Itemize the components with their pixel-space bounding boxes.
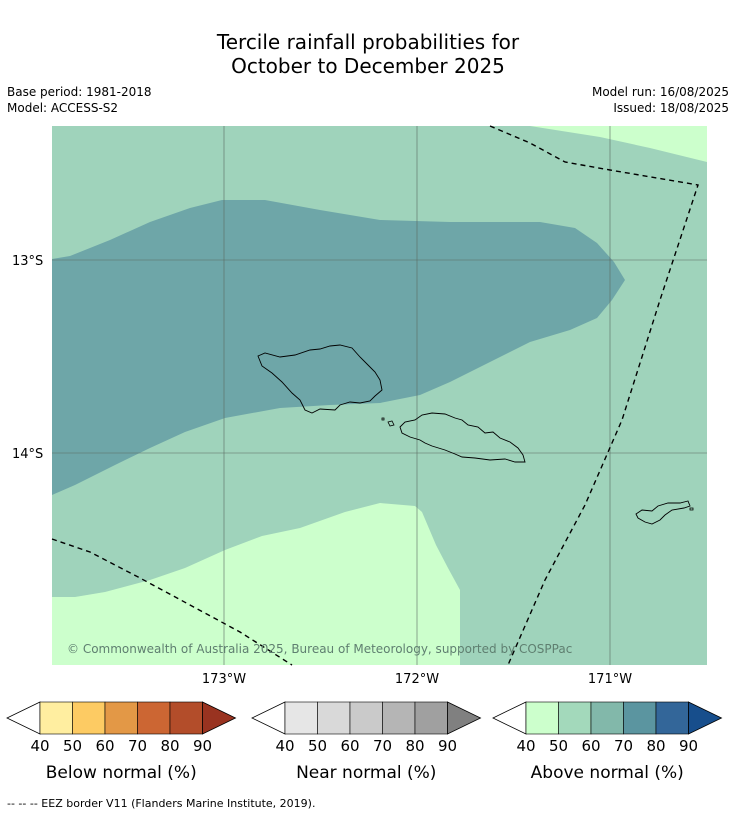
colorbar-swatch (525, 701, 559, 735)
title-line-2: October to December 2025 (231, 54, 505, 78)
region-above-40-50-south (52, 503, 460, 665)
meta-right: Model run: 16/08/2025 Issued: 18/08/2025 (592, 84, 729, 116)
colorbar-tick-label: 90 (679, 737, 698, 755)
colorbar-title: Above normal (%) (531, 763, 684, 783)
colorbar-swatch (655, 701, 689, 735)
island-savaii (257, 344, 383, 414)
colorbar-tick-label: 40 (275, 737, 294, 755)
colorbar-0: 40 50 60 70 80 90 Below normal (%) (6, 701, 237, 783)
colorbar-tick-label: 70 (614, 737, 633, 755)
colorbar-swatch (39, 701, 73, 735)
island-tutuila (635, 500, 691, 525)
colorbar-extend-high (688, 701, 723, 735)
colorbar-tick-label: 50 (308, 737, 327, 755)
colorbar-2: 40 50 60 70 80 90 Above normal (%) (492, 701, 723, 783)
island-upolu (399, 412, 526, 463)
colorbar-swatch (137, 701, 171, 735)
colorbar-swatch (558, 701, 592, 735)
colorbar-swatch (590, 701, 624, 735)
colorbar-tick-label: 50 (63, 737, 82, 755)
lon-label-172w: 172°W (395, 672, 439, 687)
island-small-apolima (387, 420, 395, 427)
colorbar-tick-label: 60 (581, 737, 600, 755)
colorbar-tick-label: 90 (438, 737, 457, 755)
lat-label-14s: 14°S (12, 447, 43, 462)
colorbar-tick-label: 80 (646, 737, 665, 755)
colorbar-extend-low (492, 701, 527, 735)
colorbar-tick-label: 90 (193, 737, 212, 755)
island-aunuu (689, 507, 694, 511)
eez-border-southwest (51, 538, 293, 666)
colorbar-extend-low (251, 701, 286, 735)
colorbar-tick-label: 50 (549, 737, 568, 755)
issued-date: Issued: 18/08/2025 (613, 101, 729, 115)
eez-border-east (489, 125, 699, 666)
eez-footnote: -- -- -- EEZ border V11 (Flanders Marine… (7, 797, 316, 810)
base-period: Base period: 1981-2018 (7, 85, 152, 99)
colorbar-swatch (72, 701, 106, 735)
colorbar-tick-label: 70 (373, 737, 392, 755)
colorbar-tick-label: 70 (128, 737, 147, 755)
meta-left: Base period: 1981-2018 Model: ACCESS-S2 (7, 84, 152, 116)
colorbar-swatch (623, 701, 657, 735)
colorbar-tick-label: 60 (95, 737, 114, 755)
colorbar-swatch (382, 701, 416, 735)
graticule (52, 126, 707, 665)
title-line-1: Tercile rainfall probabilities for (216, 30, 520, 54)
lat-label-13s: 13°S (12, 254, 43, 269)
colorbar-tick-label: 40 (516, 737, 535, 755)
colorbar-swatch (349, 701, 383, 735)
colorbar-swatch (284, 701, 318, 735)
region-above-60-70 (52, 200, 625, 495)
colorbar-title: Below normal (%) (46, 763, 197, 783)
colorbar-tick-label: 40 (30, 737, 49, 755)
colorbar-title: Near normal (%) (296, 763, 436, 783)
model-run: Model run: 16/08/2025 (591, 85, 729, 99)
lon-label-173w: 173°W (202, 672, 246, 687)
colorbar-tick-label: 60 (340, 737, 359, 755)
colorbar-tick-label: 80 (160, 737, 179, 755)
map-copyright: © Commonwealth of Australia 2025, Bureau… (67, 642, 572, 656)
map-title: Tercile rainfall probabilities for Octob… (0, 30, 736, 78)
island-small-manono (381, 417, 385, 421)
colorbar-swatch (414, 701, 448, 735)
model-name: Model: ACCESS-S2 (7, 101, 119, 115)
colorbar-extend-high (202, 701, 237, 735)
colorbar-extend-low (6, 701, 41, 735)
colorbar-swatch (104, 701, 138, 735)
region-above-40-50-northeast (530, 126, 707, 162)
colorbar-tick-label: 80 (405, 737, 424, 755)
colorbar-extend-high (447, 701, 482, 735)
colorbar-swatch (169, 701, 203, 735)
colorbar-swatch (317, 701, 351, 735)
colorbars: 40 50 60 70 80 90 Below normal (%) 40 50 60 70 80 90… (6, 701, 723, 783)
lon-label-171w: 171°W (588, 672, 632, 687)
